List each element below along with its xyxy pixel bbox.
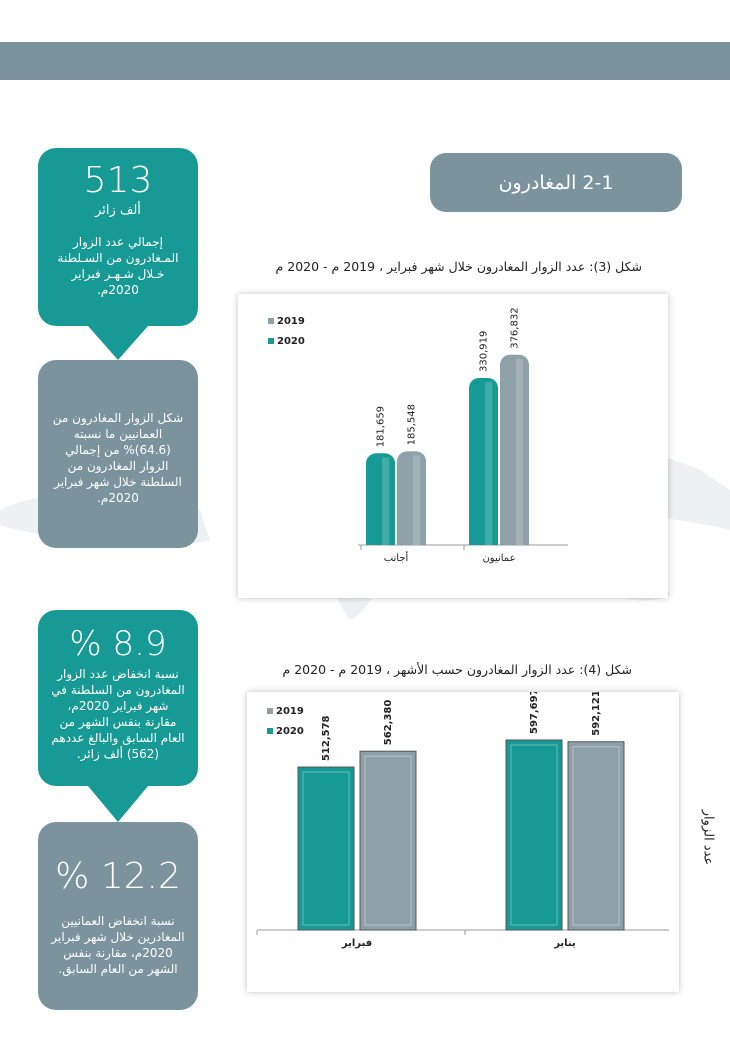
callout-text: شكل الزوار المغادرون من العمانيين ما نسب… (52, 411, 184, 505)
legend-label-2019: 2019 (277, 316, 305, 327)
figure-4-caption: شكل (4): عدد الزوار المغادرون حسب الأشهر… (282, 662, 632, 677)
bar-body (359, 750, 417, 931)
callout-text: نسبة انخفاض العمانيين المغادرين خلال شهر… (51, 914, 185, 976)
bar-body (567, 741, 625, 931)
bar-highlight (412, 455, 421, 545)
bar-highlight (484, 381, 493, 545)
chart-4-svg: 2019 2020 فبراير 512,578 562,380 يناير 597,697… (256, 688, 669, 949)
bar-bevel (510, 744, 558, 926)
bar-body-square (500, 364, 529, 545)
top-banner (0, 42, 730, 80)
data-label-2020-0: 512,578 (321, 715, 332, 761)
bar-2019-1 (567, 741, 625, 931)
bar-2020-0 (297, 766, 355, 931)
x-tick-label: عمانيون (482, 553, 515, 564)
callout-decline-total: % 8.9 نسبة انخفاض عدد الزوار المغادرون م… (38, 610, 198, 786)
callout-arrow (88, 326, 148, 360)
bar-bevel (572, 746, 620, 926)
callout-number: % 8.9 (69, 624, 167, 664)
legend-label-2019: 2019 (276, 706, 304, 717)
data-label-2019-0: 562,380 (383, 700, 394, 746)
bar-2020-1 (505, 739, 563, 931)
bar-bevel (302, 771, 350, 926)
callout-arrow (88, 786, 148, 822)
bar-highlight (515, 358, 524, 545)
callout-omani-share: شكل الزوار المغادرون من العمانيين ما نسب… (38, 360, 198, 548)
callout-number: % 12.2 (55, 856, 181, 897)
callout-text: نسبة انخفاض عدد الزوار المغادرون من السل… (51, 667, 185, 761)
figure-4-chart: 2019 2020 فبراير 512,578 562,380 يناير 597,697… (247, 688, 679, 992)
bar-body-square (469, 387, 498, 545)
legend-swatch-2019 (268, 318, 274, 324)
legend-swatch-2020 (268, 338, 274, 344)
bar-body (297, 766, 355, 931)
bar-bevel (364, 755, 412, 926)
y-axis-side-label: عدد الزوار (700, 809, 716, 866)
data-label-2019-0: 185,548 (407, 404, 418, 445)
callout-decline-omani: % 12.2 نسبة انخفاض العمانيين المغادرين خ… (38, 822, 198, 1010)
legend-label-2020: 2020 (277, 336, 305, 347)
legend-label-2020: 2020 (276, 726, 304, 737)
figure-3-chart: 2019 2020 أجانب 181,659 185,548 عمانيون 330,91… (238, 294, 668, 598)
y-axis-side-label-wrap: عدد الزوار (688, 800, 728, 880)
chart-3-svg: 2019 2020 أجانب 181,659 185,548 عمانيون 330,91… (268, 307, 568, 564)
data-label-2020-0: 181,659 (376, 406, 387, 447)
x-tick-label: فبراير (341, 938, 372, 949)
data-label-2020-1: 330,919 (479, 331, 490, 372)
callout-text: إجمالي عدد الزوار المـغادرون من السـلطنة… (57, 235, 179, 297)
data-label-2019-1: 376,832 (510, 307, 521, 348)
callout-number: 513 (83, 160, 153, 201)
bar-body (505, 739, 563, 931)
callout-unit: ألف زائر (95, 203, 141, 218)
bar-2019-0 (359, 750, 417, 931)
figure-3-caption: شكل (3): عدد الزوار المغادرون خلال شهر ف… (275, 259, 642, 274)
x-tick-label: أجانب (384, 551, 409, 564)
bar-2019-1 (500, 354, 529, 545)
legend-swatch-2020 (267, 728, 273, 734)
x-tick-label: يناير (553, 938, 576, 949)
callout-total-departures: 513 ألف زائر إجمالي عدد الزوار المـغادرو… (38, 148, 198, 326)
data-label-2020-1: 597,697 (529, 692, 540, 734)
bar-2020-0 (366, 453, 395, 545)
bar-highlight (381, 457, 390, 545)
legend-swatch-2019 (267, 708, 273, 714)
section-title: 2-1 المغادرون (430, 153, 682, 212)
bar-body-square (366, 463, 395, 545)
data-label-2019-1: 592,121 (591, 692, 602, 736)
bar-2019-0 (397, 451, 426, 545)
bar-body-square (397, 461, 426, 545)
bar-2020-1 (469, 377, 498, 545)
